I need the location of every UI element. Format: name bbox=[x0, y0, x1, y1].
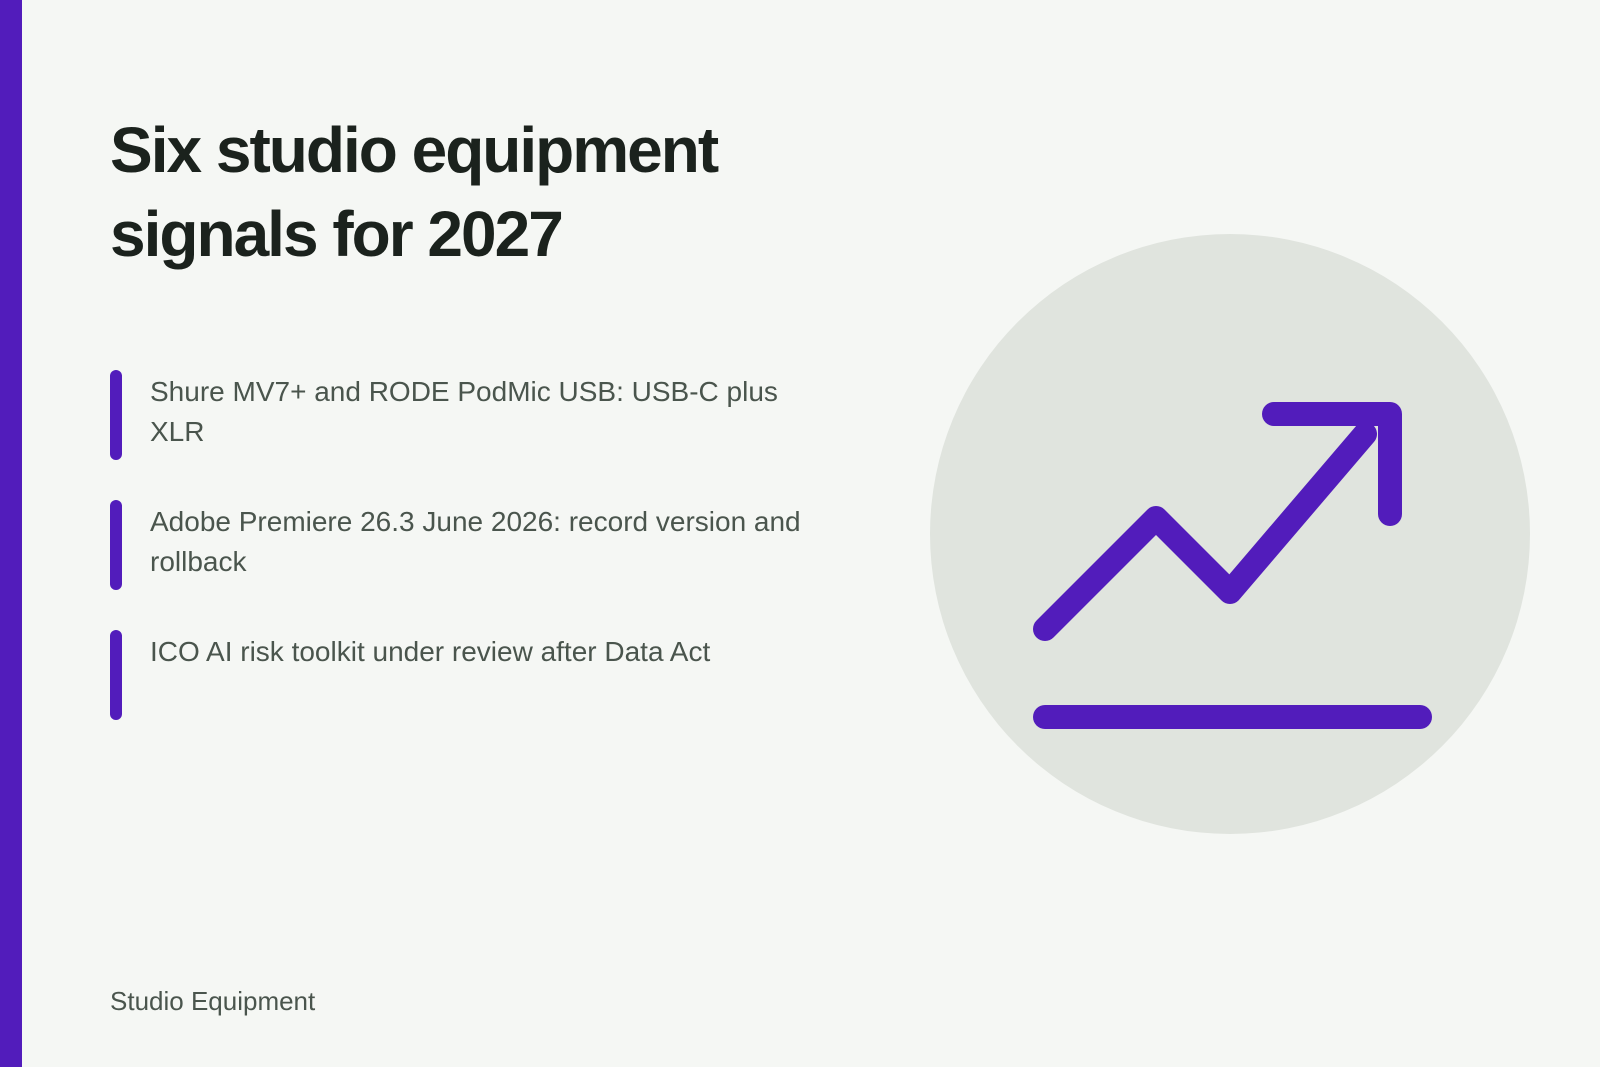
bullet-item: Adobe Premiere 26.3 June 2026: record ve… bbox=[110, 500, 810, 590]
footer-label: Studio Equipment bbox=[110, 986, 316, 1016]
icon-circle-background bbox=[930, 234, 1530, 834]
bullet-marker bbox=[110, 500, 122, 590]
bullet-list: Shure MV7+ and RODE PodMic USB: USB-C pl… bbox=[110, 370, 810, 760]
bullet-marker bbox=[110, 630, 122, 720]
trend-up-icon bbox=[930, 234, 1530, 834]
bullet-text: Shure MV7+ and RODE PodMic USB: USB-C pl… bbox=[150, 376, 778, 447]
slide-title: Six studio equipment signals for 2027 bbox=[110, 114, 719, 270]
bullet-item: Shure MV7+ and RODE PodMic USB: USB-C pl… bbox=[110, 370, 810, 460]
trend-arrowhead bbox=[1262, 402, 1402, 526]
accent-bar bbox=[0, 0, 22, 1067]
bullet-text: Adobe Premiere 26.3 June 2026: record ve… bbox=[150, 506, 801, 577]
bullet-marker bbox=[110, 370, 122, 460]
bullet-text: ICO AI risk toolkit under review after D… bbox=[150, 636, 711, 667]
trend-line bbox=[1033, 422, 1377, 641]
bullet-item: ICO AI risk toolkit under review after D… bbox=[110, 630, 810, 720]
